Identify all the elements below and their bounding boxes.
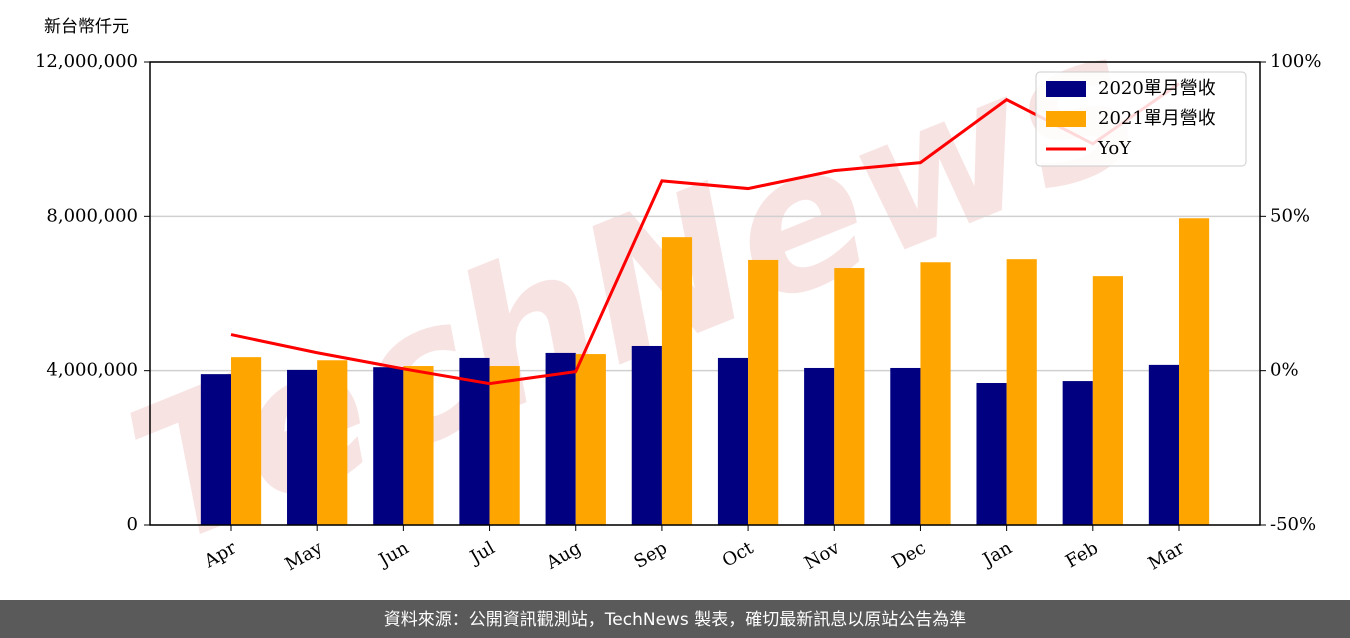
bar [804,367,835,525]
bar [834,268,865,525]
bar [1148,364,1179,525]
bar [717,357,749,525]
x-tick-label: Nov [801,537,844,574]
x-tick-label: Aug [542,537,585,574]
bar [631,345,662,525]
y-tick-label: 4,000,000 [46,360,138,381]
x-tick-label: Jun [374,537,413,572]
footer-text: 資料來源：公開資訊觀測站，TechNews 製表，確切最新訊息以原站公告為準 [384,610,966,630]
bar [373,367,404,525]
bar [231,357,262,525]
bar [1178,218,1210,525]
x-tick-label: Jan [978,537,1016,571]
legend-swatch [1046,81,1086,97]
bar [976,383,1007,525]
x-tick-label: Mar [1145,537,1189,574]
bar [575,354,606,525]
x-tick-label: Oct [719,537,758,572]
bar [317,360,348,525]
bar [403,366,434,525]
y-tick-label: 0 [127,514,138,535]
bar [748,259,779,525]
x-tick-label: Sep [631,537,671,572]
y-tick-label: 12,000,000 [35,51,138,72]
legend-label: YoY [1097,138,1132,159]
bar [287,369,318,525]
y-axis-label: 新台幣仟元 [44,17,129,37]
plot-frame [149,61,1261,526]
legend-box [1035,71,1247,167]
y2-tick-label: 50% [1270,205,1310,226]
bar [661,237,693,525]
legend-swatch [1046,111,1086,127]
y2-tick-label: 100% [1270,51,1321,72]
footer-band [0,600,1350,638]
y-tick-label: 8,000,000 [46,205,138,226]
line [230,82,1180,386]
bar [1092,276,1123,525]
bar [1062,381,1093,525]
x-tick-label: Feb [1062,537,1102,572]
bar [200,374,232,525]
bar [489,366,520,525]
bar [1006,259,1037,525]
bar [920,262,951,525]
legend-label: 2020單月營收 [1098,78,1216,99]
legend-label: 2021單月營收 [1098,108,1216,129]
y2-tick-label: 0% [1270,360,1299,381]
bar [459,357,490,525]
y2-tick-label: -50% [1270,514,1316,535]
x-tick-label: Dec [888,537,929,573]
bar [545,352,576,525]
x-tick-label: Jul [465,537,499,569]
bar [890,367,921,525]
